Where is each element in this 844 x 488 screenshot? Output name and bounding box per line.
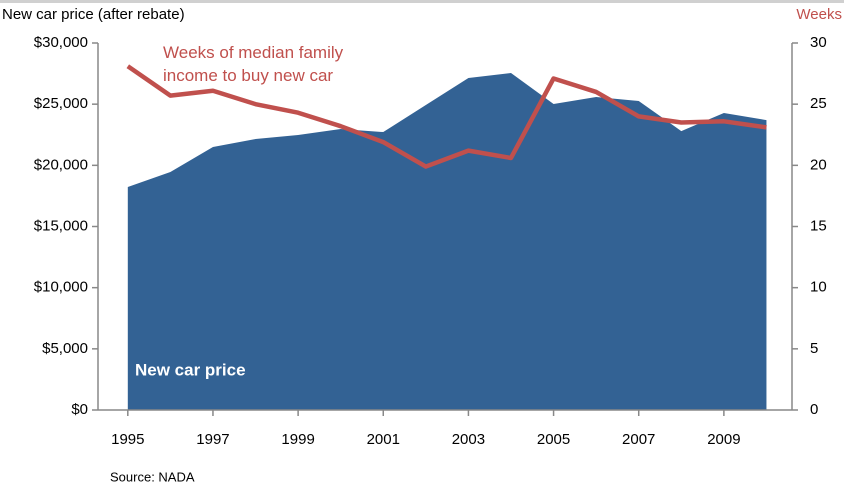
y2-axis-label: Weeks [796,6,842,23]
y-tick-label: $30,000 [34,34,88,51]
y-tick-label: $25,000 [34,95,88,112]
y-tick-label: $10,000 [34,279,88,296]
area [127,72,767,410]
y-tick-label: $5,000 [42,340,88,357]
x-tick-label: 2003 [452,431,485,448]
source: Source: NADA [110,469,195,484]
top-strip [0,0,844,3]
y2-tick-label: 0 [810,401,818,418]
y-tick-label: $20,000 [34,156,88,173]
x-tick-label: 1995 [111,431,144,448]
y-tick-label: $15,000 [34,217,88,234]
area-label: New car price [135,360,246,379]
line-label: Weeks of median family income to buy new … [163,43,344,85]
y2-tick-label: 20 [810,156,827,173]
y2-tick-label: 25 [810,95,827,112]
y-tick-label: $0 [71,401,88,418]
y2-tick-label: 10 [810,279,827,296]
x-tick-label: 1999 [281,431,314,448]
line [126,64,767,169]
y-axis-label: New car price (after rebate) [2,6,185,23]
x-tick-label: 2001 [367,431,400,448]
y2-tick-label: 5 [810,340,818,357]
y2-tick-label: 15 [810,217,827,234]
x-tick-label: 1997 [196,431,229,448]
x-tick-label: 2005 [537,431,570,448]
x-tick-label: 2009 [707,431,740,448]
x-tick-label: 2007 [622,431,655,448]
y2-tick-label: 30 [810,34,827,51]
